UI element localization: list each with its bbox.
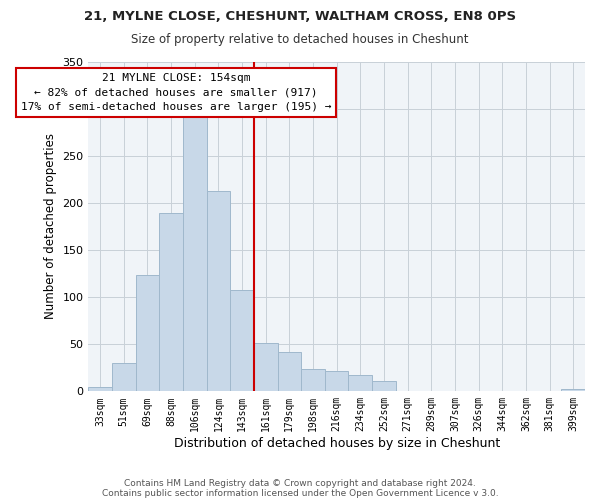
Bar — [562, 388, 585, 392]
Bar — [230, 290, 254, 392]
Bar — [372, 381, 396, 392]
Bar — [159, 213, 183, 392]
Bar — [136, 276, 159, 392]
Text: 21, MYLNE CLOSE, CHESHUNT, WALTHAM CROSS, EN8 0PS: 21, MYLNE CLOSE, CHESHUNT, WALTHAM CROSS… — [84, 10, 516, 23]
X-axis label: Distribution of detached houses by size in Cheshunt: Distribution of detached houses by size … — [173, 437, 500, 450]
Bar — [325, 370, 349, 392]
Bar — [278, 352, 301, 392]
Text: 21 MYLNE CLOSE: 154sqm
← 82% of detached houses are smaller (917)
17% of semi-de: 21 MYLNE CLOSE: 154sqm ← 82% of detached… — [20, 73, 331, 112]
Text: Contains HM Land Registry data © Crown copyright and database right 2024.: Contains HM Land Registry data © Crown c… — [124, 478, 476, 488]
Bar — [112, 363, 136, 392]
Y-axis label: Number of detached properties: Number of detached properties — [44, 134, 57, 320]
Text: Contains public sector information licensed under the Open Government Licence v : Contains public sector information licen… — [101, 488, 499, 498]
Text: Size of property relative to detached houses in Cheshunt: Size of property relative to detached ho… — [131, 32, 469, 46]
Bar — [88, 386, 112, 392]
Bar — [349, 376, 372, 392]
Bar — [254, 344, 278, 392]
Bar — [183, 117, 206, 392]
Bar — [301, 368, 325, 392]
Bar — [206, 190, 230, 392]
